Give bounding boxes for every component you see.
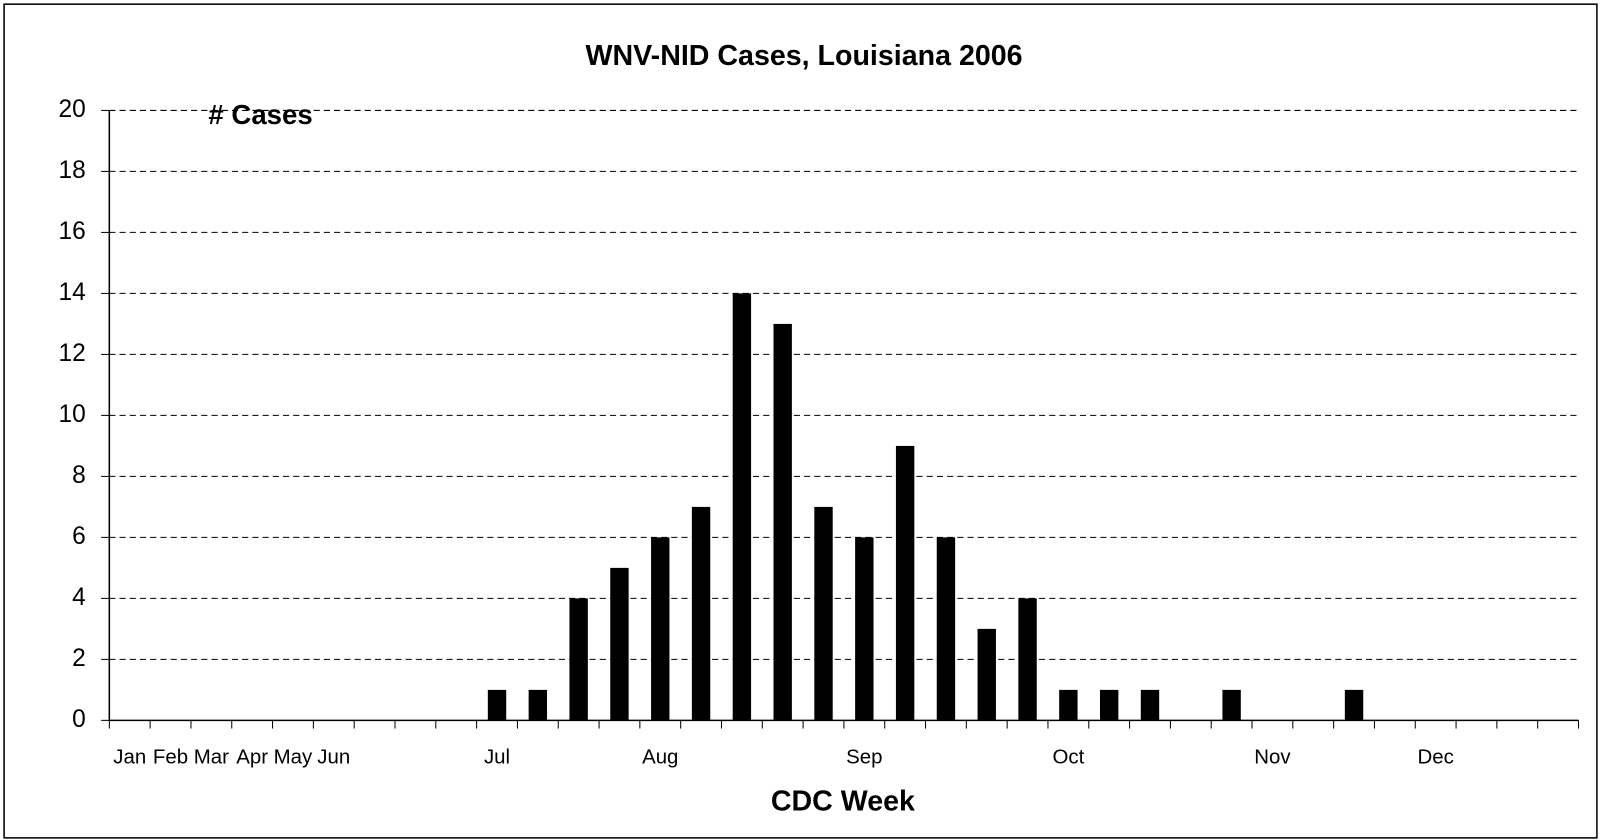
bar	[487, 689, 507, 721]
bar	[855, 537, 874, 721]
chart-border	[3, 3, 1598, 839]
bar	[528, 689, 548, 721]
y-tick-label: 16	[59, 218, 86, 245]
bar	[977, 628, 996, 721]
y-tick-label: 10	[59, 401, 86, 428]
bar	[651, 537, 670, 721]
bar	[1140, 689, 1160, 721]
x-tick-label: Aug	[642, 747, 678, 769]
bar	[1099, 689, 1119, 721]
bar	[1222, 689, 1241, 721]
x-tick-label: Oct	[1052, 747, 1084, 769]
bar	[773, 323, 792, 721]
x-axis-title: CDC Week	[771, 786, 915, 818]
x-tick-label: Jun	[317, 747, 350, 769]
y-tick-label: 14	[59, 279, 86, 306]
bar	[895, 445, 915, 721]
bar	[732, 293, 752, 721]
y-tick-label: 0	[72, 706, 86, 733]
bar	[936, 537, 956, 721]
y-annotation: # Cases	[208, 99, 312, 130]
y-tick-label: 18	[59, 157, 86, 184]
x-tick-label: Nov	[1254, 747, 1291, 769]
x-tick-label: Dec	[1418, 747, 1454, 769]
y-tick-label: 6	[72, 523, 86, 550]
x-tick-label: Sep	[846, 747, 882, 769]
x-tick-label: Jan	[113, 747, 146, 769]
bar	[569, 598, 588, 721]
x-tick-label: Apr	[236, 747, 268, 769]
bar	[1344, 689, 1364, 721]
bar	[814, 506, 833, 721]
y-tick-label: 20	[59, 96, 86, 123]
x-tick-label: Mar	[194, 747, 229, 769]
y-tick-label: 2	[72, 645, 86, 672]
chart-title: WNV-NID Cases, Louisiana 2006	[586, 40, 1023, 72]
bar	[1059, 689, 1078, 721]
bar	[610, 567, 629, 721]
x-tick-label: Jul	[484, 747, 510, 769]
x-tick-label: Feb	[153, 747, 188, 769]
x-tick-label: May	[274, 747, 313, 769]
bar	[691, 506, 711, 721]
bar	[1018, 598, 1037, 721]
y-tick-label: 12	[59, 340, 86, 367]
y-tick-label: 4	[72, 584, 86, 611]
y-tick-label: 8	[72, 462, 86, 489]
